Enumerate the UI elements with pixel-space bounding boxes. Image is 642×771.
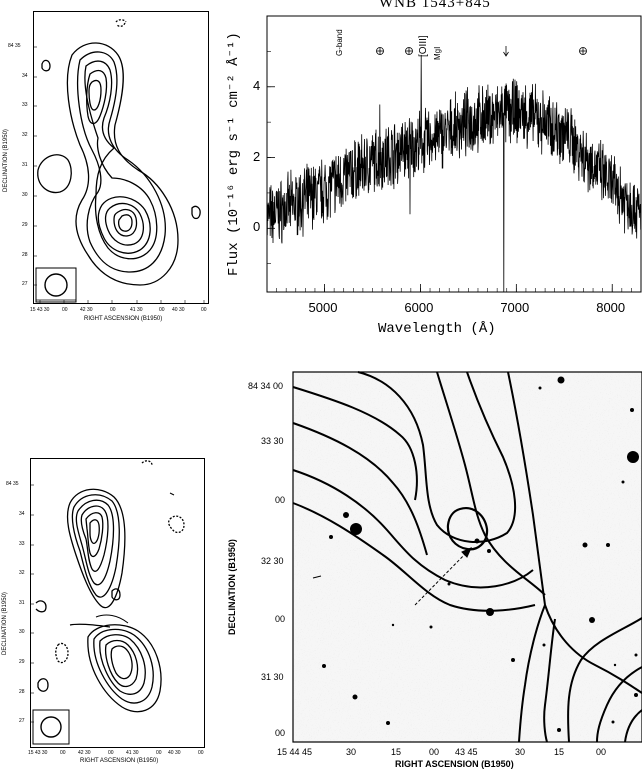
x-tick: 42 30 xyxy=(78,750,91,756)
x-tick: 43 45 xyxy=(455,747,478,757)
y-tick: 30 xyxy=(22,192,28,198)
spectrum-panel: WNB 1543+845 G-band [OIII] MgI Wavelengt… xyxy=(215,0,642,345)
radio-map-bottom-contours xyxy=(30,460,185,745)
y-tick: 33 30 xyxy=(261,436,284,446)
y-axis-title: DECLINATION (B1950) xyxy=(3,129,9,192)
y-ticks xyxy=(267,51,275,264)
y-axis-title: DECLINATION (B1950) xyxy=(2,592,8,655)
y-tick-label: 4 xyxy=(253,77,261,93)
x-axis-title: RIGHT ASCENSION (B1950) xyxy=(395,759,514,769)
radio-map-top-frame xyxy=(33,11,209,304)
x-tick-label: 5000 xyxy=(308,300,338,315)
y-tick: 29 xyxy=(22,222,28,228)
y-tick: 32 xyxy=(22,132,28,138)
x-tick: 30 xyxy=(346,747,357,757)
y-axis-title: DECLINATION (B1950) xyxy=(227,539,237,635)
y-tick: 31 xyxy=(22,162,28,168)
x-ticks xyxy=(276,284,632,292)
y-tick: 00 xyxy=(275,728,286,738)
y-tick: 84 35 xyxy=(6,481,19,487)
y-tick: 32 30 xyxy=(261,556,284,566)
radio-map-top-contours xyxy=(33,19,205,304)
x-tick: 00 xyxy=(156,750,162,756)
x-tick: 00 xyxy=(60,750,66,756)
x-axis-title: RIGHT ASCENSION (B1950) xyxy=(84,316,163,322)
y-tick: 84 34 00 xyxy=(248,381,284,391)
spectrum-line xyxy=(266,54,642,293)
y-tick: 31 30 xyxy=(261,672,284,682)
line-label-mgi: MgI xyxy=(433,46,442,60)
x-tick: 00 xyxy=(159,307,165,313)
y-tick-label: 0 xyxy=(253,219,261,235)
x-tick: 41 30 xyxy=(126,750,139,756)
x-axis-title: Wavelength (Å) xyxy=(378,321,496,337)
x-tick: 00 xyxy=(62,307,68,313)
line-label-oiii: [OIII] xyxy=(418,35,429,57)
x-axis-title: RIGHT ASCENSION (B1950) xyxy=(80,758,159,764)
y-tick: 33 xyxy=(22,102,28,108)
optical-image: 84 34 00 33 30 00 32 30 00 31 30 00 15 4… xyxy=(215,365,642,771)
x-tick: 15 xyxy=(391,747,402,757)
spectrum-title: WNB 1543+845 xyxy=(379,0,491,11)
y-tick: 32 xyxy=(19,570,25,576)
y-tick: 27 xyxy=(22,281,28,287)
x-tick: 00 xyxy=(198,750,204,756)
x-tick: 30 xyxy=(515,747,526,757)
line-label-g-band: G-band xyxy=(335,29,344,56)
y-tick-label: 2 xyxy=(253,148,261,164)
y-tick: 31 xyxy=(19,600,25,606)
y-tick: 34 xyxy=(22,73,28,79)
x-tick: 00 xyxy=(596,747,607,757)
y-tick: 84 35 xyxy=(8,43,21,49)
x-tick: 42 30 xyxy=(80,307,93,313)
y-tick: 28 xyxy=(22,252,28,258)
optical-image-border xyxy=(292,371,642,743)
y-tick: 28 xyxy=(19,689,25,695)
x-tick-label: 8000 xyxy=(596,300,626,315)
radio-map-bottom-frame xyxy=(30,458,205,748)
feature-marks xyxy=(376,46,587,57)
x-tick: 15 xyxy=(554,747,565,757)
y-tick: 27 xyxy=(19,718,25,724)
spectrum-frame xyxy=(266,15,642,293)
y-tick: 00 xyxy=(275,614,286,624)
y-tick: 30 xyxy=(19,629,25,635)
spectrum-plot xyxy=(266,15,642,293)
x-tick-label: 6000 xyxy=(404,300,434,315)
radio-map-top: 84 35 34 33 32 31 30 29 28 27 15 43 30 0… xyxy=(0,0,215,330)
x-tick: 15 43 30 xyxy=(28,750,48,756)
x-tick: 15 44 45 xyxy=(277,747,313,757)
x-tick: 00 xyxy=(201,307,207,313)
x-tick: 40 30 xyxy=(168,750,181,756)
y-tick: 00 xyxy=(275,495,286,505)
x-tick: 00 xyxy=(108,750,114,756)
x-tick: 40 30 xyxy=(172,307,185,313)
y-tick: 34 xyxy=(19,511,25,517)
x-tick-label: 7000 xyxy=(500,300,530,315)
optical-image-frame xyxy=(292,371,642,743)
x-tick: 00 xyxy=(429,747,440,757)
x-tick: 15 43 30 xyxy=(30,307,50,313)
y-tick: 29 xyxy=(19,659,25,665)
y-axis-title: Flux (10⁻¹⁶ erg s⁻¹ cm⁻² Å⁻¹) xyxy=(226,32,242,276)
radio-map-bottom: 84 35 34 33 32 31 30 29 28 27 15 43 30 0… xyxy=(0,455,215,771)
x-tick: 41 30 xyxy=(130,307,143,313)
y-tick: 33 xyxy=(19,541,25,547)
x-tick: 00 xyxy=(110,307,116,313)
